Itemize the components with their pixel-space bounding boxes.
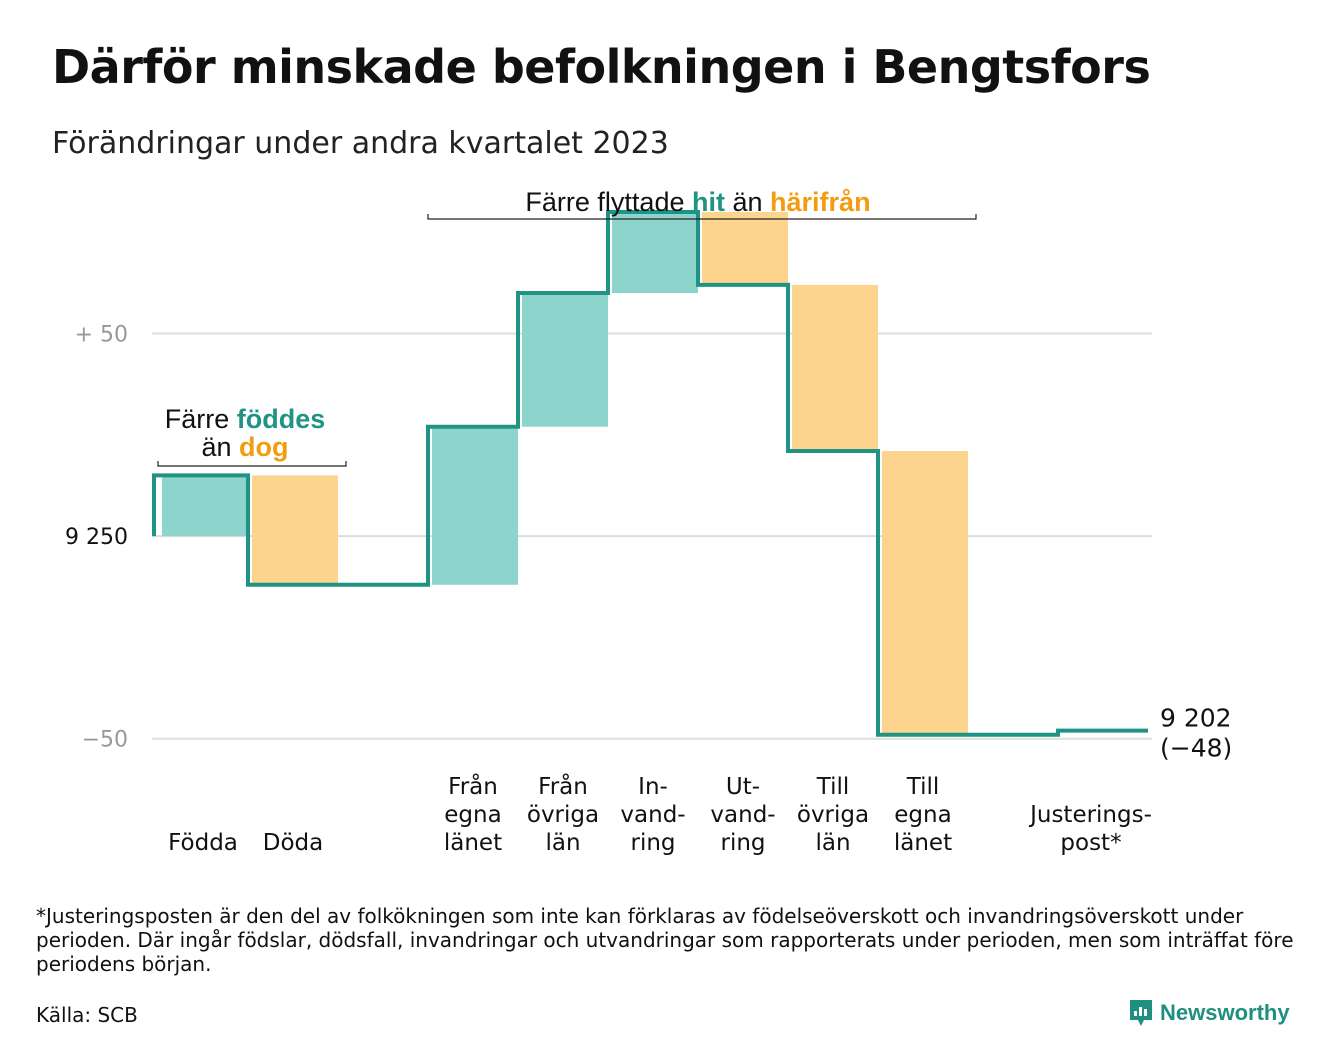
- bar-fran_egna: [432, 426, 518, 585]
- category-label-justering: Justerings-: [1028, 802, 1152, 828]
- category-label-fodda: Födda: [168, 830, 238, 856]
- category-label-invandring: ring: [630, 830, 675, 856]
- category-label-till_ovriga: län: [815, 830, 850, 856]
- category-label-utvandring: Ut-: [726, 774, 760, 800]
- source-note: Källa: SCB: [36, 1003, 138, 1027]
- newsworthy-logo-icon: [1130, 1000, 1152, 1026]
- brand-logo: Newsworthy: [1128, 998, 1290, 1028]
- y-tick-label: + 50: [75, 323, 128, 348]
- category-label-utvandring: vand-: [710, 802, 775, 828]
- category-label-doda: Döda: [263, 830, 323, 856]
- category-label-till_egna: länet: [894, 830, 952, 856]
- bar-till_egna: [882, 451, 968, 735]
- annotation-part: hit: [692, 187, 725, 217]
- annotation-births: än dog: [201, 432, 288, 462]
- grid-layer: + 50 9 250 −50: [65, 323, 1152, 753]
- annotation-part: än: [725, 187, 770, 217]
- category-label-fran_egna: länet: [444, 830, 502, 856]
- y-tick-label: 9 250: [65, 525, 128, 550]
- bar-doda: [252, 475, 338, 585]
- category-label-invandring: vand-: [620, 802, 685, 828]
- category-label-fran_ovriga: län: [545, 830, 580, 856]
- category-label-fran_ovriga: övriga: [527, 802, 599, 828]
- bar-fran_ovriga: [522, 293, 608, 427]
- category-label-fran_egna: Från: [448, 772, 498, 800]
- end-value-label: (−48): [1160, 734, 1232, 763]
- annotation-births: Färre föddes: [165, 404, 326, 434]
- category-label-justering: post*: [1060, 830, 1121, 856]
- chart-title: Därför minskade befolkningen i Bengtsfor…: [52, 40, 1151, 94]
- end-value-label: 9 202: [1160, 704, 1232, 733]
- annotation-part: Färre: [165, 404, 237, 434]
- y-tick-label: −50: [82, 728, 128, 753]
- annotation-migration: Färre flyttade hit än härifrån: [525, 187, 870, 217]
- annotation-part: härifrån: [770, 187, 871, 217]
- brand-name: Newsworthy: [1160, 1000, 1290, 1025]
- category-label-till_egna: egna: [894, 802, 951, 828]
- bar-utvandring: [702, 212, 788, 285]
- bar-layer: [162, 212, 968, 735]
- waterfall-chart: + 509 250−50 Födda DödaFrånegnalänetFrånö…: [65, 187, 1232, 856]
- category-label-invandring: In-: [638, 774, 668, 800]
- bar-fodda: [162, 475, 248, 537]
- bar-till_ovriga: [792, 284, 878, 452]
- category-label-till_egna: Till: [906, 774, 940, 800]
- category-label-till_ovriga: övriga: [797, 802, 869, 828]
- footnote: *Justeringsposten är den del av folkökni…: [36, 904, 1294, 976]
- category-label-fran_ovriga: Från: [538, 772, 588, 800]
- annotation-part: dog: [239, 432, 288, 462]
- annotation-bracket-migration: [427, 214, 977, 220]
- category-label-utvandring: ring: [720, 830, 765, 856]
- annotation-bracket-births: [157, 461, 347, 467]
- category-label-till_ovriga: Till: [816, 774, 850, 800]
- category-label-fran_egna: egna: [444, 802, 501, 828]
- annotation-part: än: [201, 432, 239, 462]
- line-layer: [152, 210, 1148, 737]
- bar-invandring: [612, 212, 698, 294]
- annotation-part: föddes: [237, 404, 326, 434]
- chart-subtitle: Förändringar under andra kvartalet 2023: [52, 126, 669, 161]
- label-layer: Födda DödaFrånegnalänetFrånövrigalänIn-va…: [168, 704, 1232, 856]
- cumulative-step-line: [152, 210, 1148, 737]
- annotation-part: Färre flyttade: [525, 187, 692, 217]
